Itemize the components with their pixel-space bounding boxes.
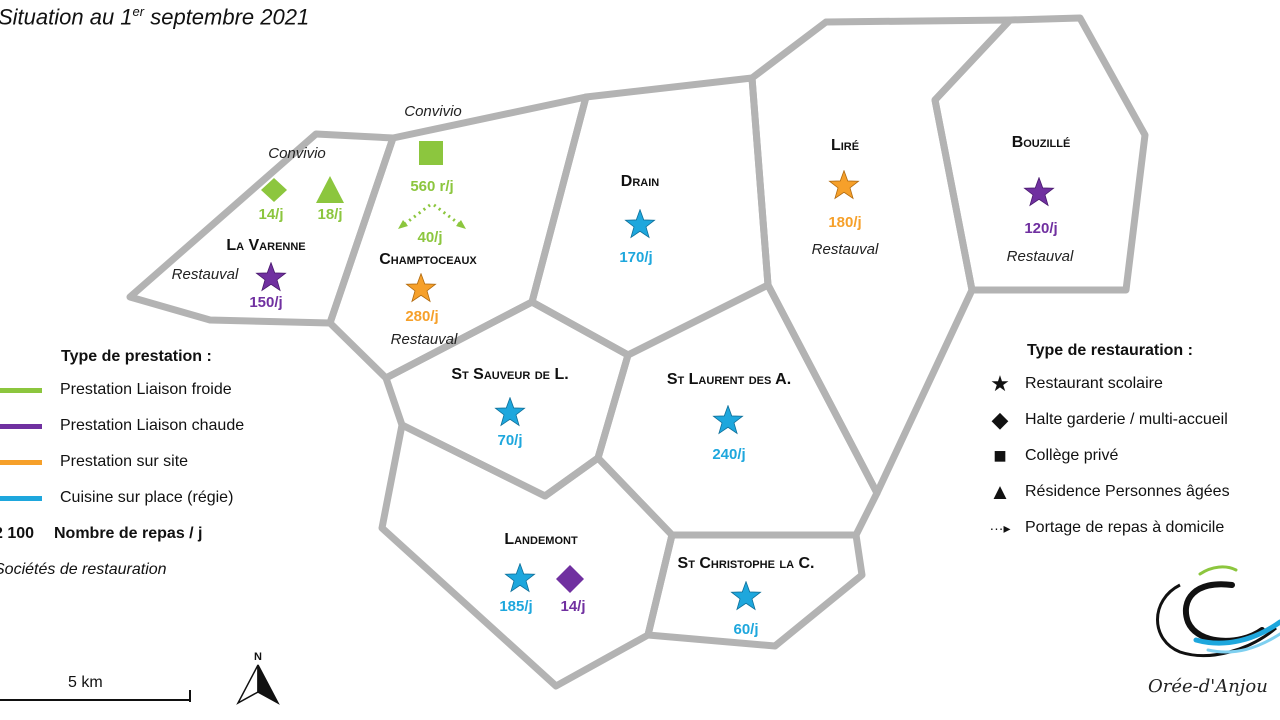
logo-icon (1156, 565, 1280, 658)
legend-item: Prestation sur site (0, 444, 244, 480)
legend-restauration: Type de restauration : ★ Restaurant scola… (985, 342, 1230, 546)
star-icon (624, 209, 656, 239)
commune-name: Bouzillé (1011, 134, 1071, 151)
star-value: 180/j (828, 214, 862, 231)
north-arrow-icon: N (236, 651, 280, 705)
star-value: 70/j (497, 432, 523, 449)
map-title: Situation au 1er septembre 2021 (0, 4, 310, 30)
diamond-icon (261, 178, 287, 202)
legend-item: Prestation Liaison froide (0, 372, 244, 408)
scale-label: 5 km (68, 674, 103, 691)
commune-name: Landemont (504, 531, 578, 548)
star-icon (405, 273, 437, 303)
star-icon (504, 563, 536, 593)
societe-label: Restauval (1006, 248, 1074, 265)
map-symbols (255, 141, 1055, 611)
border-drain (528, 74, 772, 359)
societe-label: Restauval (811, 241, 879, 258)
dotted-arrow-icon (401, 203, 463, 228)
scale-bar (0, 690, 191, 702)
star-icon (1023, 177, 1055, 207)
diamond-icon (556, 565, 584, 593)
north-label: N (254, 651, 262, 663)
dotted-arrow-icon: ···▸ (989, 520, 1011, 536)
societe-label: Restauval (390, 331, 458, 348)
commune-name: La Varenne (226, 237, 306, 254)
star-value: 170/j (619, 249, 653, 266)
legend-item: Prestation Liaison chaude (0, 408, 244, 444)
star-value: 150/j (249, 294, 283, 311)
star-icon (730, 581, 762, 611)
star-icon: ★ (990, 371, 1010, 396)
triangle-icon: ▲ (989, 479, 1011, 504)
legend-title: Type de restauration : (1027, 342, 1193, 359)
commune-borders (126, 14, 1149, 690)
commune-name: St Sauveur de L. (451, 366, 569, 383)
halte-value: 14/j (560, 598, 586, 615)
societe-label: Restauval (171, 266, 239, 283)
star-icon (828, 170, 860, 200)
square-icon (419, 141, 443, 165)
star-value: 185/j (499, 598, 533, 615)
commune-name: St Christophe la C. (677, 555, 815, 572)
star-value: 120/j (1024, 220, 1058, 237)
triangle-icon (316, 176, 344, 203)
square-icon: ■ (993, 443, 1007, 468)
star-value: 280/j (405, 308, 439, 325)
commune-name: St Laurent des A. (666, 371, 792, 388)
star-icon (494, 397, 526, 427)
societe-label: Convivio (404, 103, 462, 120)
legend-item: ■ Collège privé (985, 438, 1230, 474)
college-value: 560 r/j (410, 178, 454, 195)
legend-item: ···▸ Portage de repas à domicile (985, 510, 1230, 546)
border-lire (748, 16, 1014, 497)
border-landemont (378, 421, 676, 690)
border-st-christophe (644, 531, 866, 650)
commune-name: Champtoceaux (379, 251, 477, 268)
star-value: 240/j (712, 446, 746, 463)
star-icon (712, 405, 744, 435)
legend-title: Type de prestation : (61, 348, 212, 365)
halte-value: 14/j (258, 206, 284, 223)
legend-item: ◆ Halte garderie / multi-accueil (985, 402, 1230, 438)
logo-text: Orée-d'Anjou (1148, 676, 1268, 697)
residence-value: 18/j (317, 206, 343, 223)
legend-prestation: Type de prestation : Prestation Liaison … (0, 348, 244, 588)
commune-name: Liré (830, 137, 860, 154)
legend-item: Sociétés de restauration (0, 561, 167, 578)
star-value: 60/j (733, 621, 759, 638)
legend-item: ★ Restaurant scolaire (985, 366, 1230, 402)
star-icon (255, 262, 287, 292)
legend-item: Cuisine sur place (régie) (0, 480, 244, 516)
portage-value: 40/j (417, 229, 443, 246)
legend-item: 2 100 Nombre de repas / j (0, 525, 203, 542)
legend-item: ▲ Résidence Personnes âgées (985, 474, 1229, 510)
societe-label: Convivio (268, 145, 326, 162)
diamond-icon: ◆ (991, 407, 1009, 432)
commune-name: Drain (620, 173, 660, 190)
border-bouzille (931, 14, 1149, 294)
